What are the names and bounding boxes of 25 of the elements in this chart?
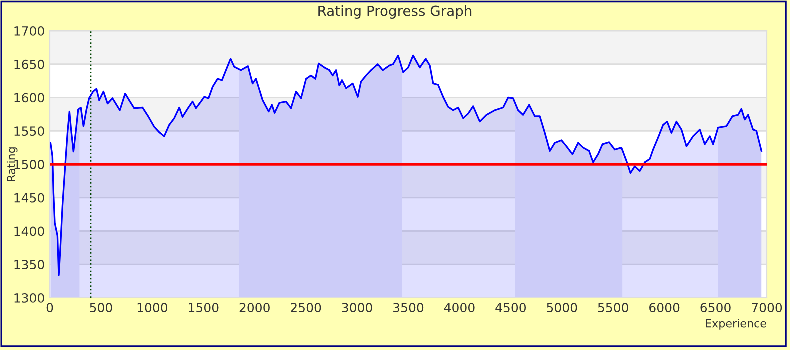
x-tick-label: 1000 xyxy=(138,303,168,313)
x-tick-label: 2000 xyxy=(240,303,270,313)
x-tick-label: 3500 xyxy=(394,303,424,313)
x-tick-label: 3000 xyxy=(342,303,372,313)
y-tick-label: 1550 xyxy=(14,126,44,136)
y-tick-label: 1350 xyxy=(14,260,44,270)
x-tick-label: 6000 xyxy=(650,303,680,313)
chart-title: Rating Progress Graph xyxy=(318,6,472,19)
x-tick-label: 4000 xyxy=(444,303,475,313)
x-axis-title: Experience xyxy=(706,319,766,330)
y-tick-label: 1400 xyxy=(14,226,44,236)
x-tick-label: 6500 xyxy=(700,303,731,313)
x-tick-label: 2500 xyxy=(291,303,322,313)
x-tick-label: 7000 xyxy=(752,303,782,313)
y-tick-label: 1300 xyxy=(14,293,44,303)
x-tick-label: 4500 xyxy=(496,303,526,313)
x-tick-label: 500 xyxy=(90,303,112,313)
x-tick-label: 0 xyxy=(46,303,54,313)
x-tick-label: 1500 xyxy=(189,303,219,313)
y-tick-label: 1650 xyxy=(14,60,44,70)
y-tick-label: 1700 xyxy=(14,26,44,36)
y-tick-label: 1450 xyxy=(14,193,44,203)
x-tick-label: 5500 xyxy=(598,303,628,313)
x-tick-label: 5000 xyxy=(547,303,578,313)
y-tick-label: 1600 xyxy=(14,93,44,103)
